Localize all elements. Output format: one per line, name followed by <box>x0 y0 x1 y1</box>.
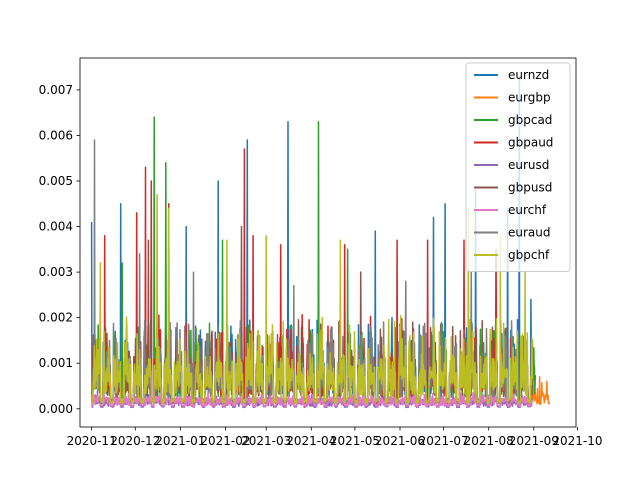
y-tick-label: 0.000 <box>39 402 73 416</box>
y-tick-label: 0.006 <box>39 128 73 142</box>
y-tick-label: 0.003 <box>39 265 73 279</box>
x-tick-label: 2021-05 <box>330 434 380 448</box>
x-tick-label: 2021-10 <box>552 434 602 448</box>
legend-entry: eurnzd <box>508 68 549 82</box>
y-tick-label: 0.007 <box>39 83 73 97</box>
x-tick-label: 2020-11 <box>67 434 117 448</box>
x-tick-label: 2020-12 <box>110 434 160 448</box>
x-tick-label: 2021-06 <box>375 434 425 448</box>
plot-frame <box>79 57 577 428</box>
y-tick-label: 0.001 <box>39 356 73 370</box>
series-line-eurgbp <box>530 371 551 405</box>
x-axis-ticks: 2020-112020-122021-012021-022021-032021-… <box>67 427 603 448</box>
x-tick-label: 2021-08 <box>464 434 514 448</box>
legend-box <box>465 62 571 272</box>
legend-entry: gbpusd <box>508 181 552 195</box>
legend-entry: gbpchf <box>508 248 550 262</box>
x-tick-label: 2021-03 <box>241 434 291 448</box>
legend-entry: eurchf <box>508 203 547 217</box>
y-tick-label: 0.005 <box>39 174 73 188</box>
legend-entry: eurgbp <box>508 91 551 105</box>
y-axis-ticks: 0.000 0.001 0.002 0.003 0.004 0.005 0.006 0.007 <box>39 83 80 416</box>
plot-lines <box>90 75 551 409</box>
legend-entry: gbpaud <box>508 136 553 150</box>
legend-entry: euraud <box>508 226 551 240</box>
series-line-gbpchf <box>90 193 534 405</box>
x-tick-label: 2021-07 <box>419 434 469 448</box>
y-tick-label: 0.004 <box>39 220 73 234</box>
legend-entry: gbpcad <box>508 113 552 127</box>
x-tick-label: 2021-01 <box>155 434 205 448</box>
legend: eurnzd eurgbp gbpcad gbpaud eurusd gbpusd eurc… <box>465 62 571 272</box>
x-tick-label: 2021-04 <box>286 434 336 448</box>
series-line-eurchf <box>90 390 533 408</box>
x-tick-label: 2021-09 <box>509 434 559 448</box>
x-tick-label: 2021-02 <box>200 434 250 448</box>
y-tick-label: 0.002 <box>39 311 73 325</box>
legend-entry: eurusd <box>508 158 549 172</box>
